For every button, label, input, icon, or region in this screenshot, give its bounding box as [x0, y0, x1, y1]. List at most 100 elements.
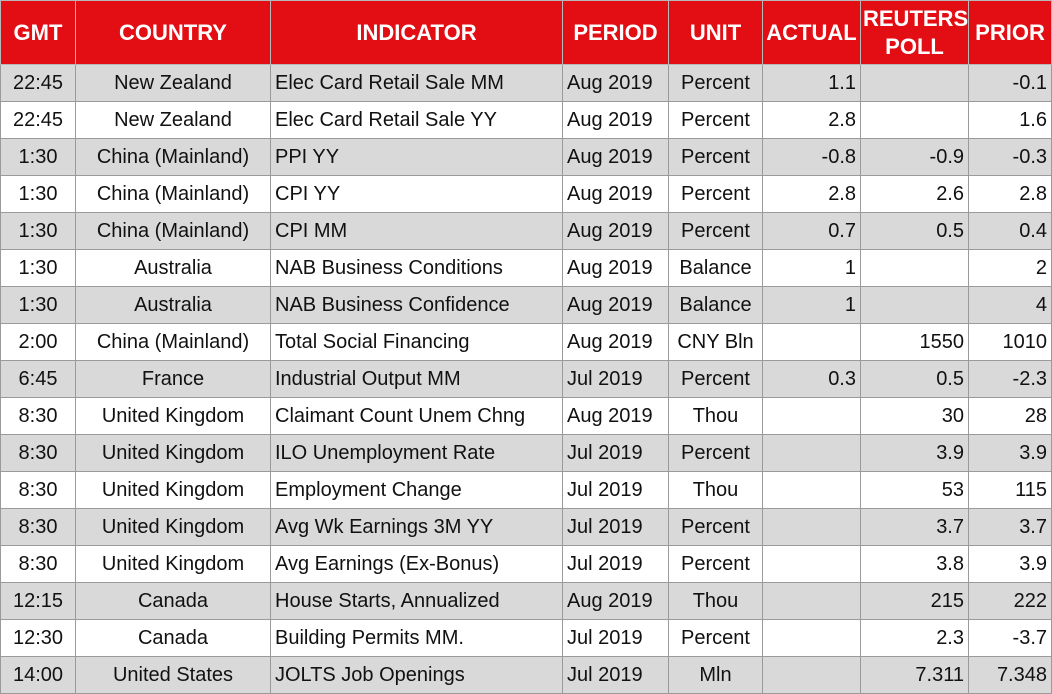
cell-gmt: 8:30: [0, 471, 76, 509]
cell-prior: 3.9: [968, 545, 1052, 583]
cell-gmt: 14:00: [0, 656, 76, 694]
cell-period: Aug 2019: [562, 175, 669, 213]
cell-unit: Thou: [668, 397, 763, 435]
cell-actual: [762, 619, 861, 657]
cell-prior: 4: [968, 286, 1052, 324]
cell-indicator: Employment Change: [270, 471, 563, 509]
table-row: 8:30 United Kingdom Avg Wk Earnings 3M YY J…: [0, 508, 1052, 546]
cell-unit: Percent: [668, 64, 763, 102]
cell-actual: [762, 508, 861, 546]
table-row: 2:00 China (Mainland) Total Social Financi…: [0, 323, 1052, 361]
cell-prior: 115: [968, 471, 1052, 509]
cell-prior: 0.4: [968, 212, 1052, 250]
header-period: PERIOD: [562, 0, 669, 65]
table-row: 1:30 China (Mainland) CPI YY Aug 2019 Percen…: [0, 175, 1052, 213]
cell-gmt: 8:30: [0, 434, 76, 472]
cell-indicator: Building Permits MM.: [270, 619, 563, 657]
cell-prior: -0.1: [968, 64, 1052, 102]
table-row: 6:45 France Industrial Output MM Jul 2019 Pe…: [0, 360, 1052, 398]
cell-actual: -0.8: [762, 138, 861, 176]
cell-reuters-poll: 7.311: [860, 656, 969, 694]
header-gmt: GMT: [0, 0, 76, 65]
cell-country: Australia: [75, 286, 271, 324]
cell-country: United Kingdom: [75, 397, 271, 435]
table-row: 8:30 United Kingdom Avg Earnings (Ex-Bonus…: [0, 545, 1052, 583]
header-unit: UNIT: [668, 0, 763, 65]
cell-period: Jul 2019: [562, 619, 669, 657]
cell-country: China (Mainland): [75, 175, 271, 213]
cell-country: China (Mainland): [75, 212, 271, 250]
table-header: GMT COUNTRY INDICATOR PERIOD UNIT ACTUAL…: [0, 0, 1052, 65]
cell-gmt: 2:00: [0, 323, 76, 361]
table-row: 8:30 United Kingdom ILO Unemployment Rate J…: [0, 434, 1052, 472]
cell-country: France: [75, 360, 271, 398]
cell-indicator: PPI YY: [270, 138, 563, 176]
cell-country: China (Mainland): [75, 138, 271, 176]
table-row: 22:45 New Zealand Elec Card Retail Sale YY…: [0, 101, 1052, 139]
table-row: 1:30 China (Mainland) PPI YY Aug 2019 Percen…: [0, 138, 1052, 176]
cell-prior: 1.6: [968, 101, 1052, 139]
cell-country: United States: [75, 656, 271, 694]
cell-period: Aug 2019: [562, 323, 669, 361]
cell-country: United Kingdom: [75, 508, 271, 546]
cell-actual: [762, 434, 861, 472]
cell-gmt: 12:15: [0, 582, 76, 620]
header-reuters-poll-line1: REUTERS: [863, 5, 969, 31]
cell-unit: Percent: [668, 619, 763, 657]
cell-indicator: Total Social Financing: [270, 323, 563, 361]
cell-prior: -3.7: [968, 619, 1052, 657]
cell-indicator: Avg Wk Earnings 3M YY: [270, 508, 563, 546]
cell-indicator: Avg Earnings (Ex-Bonus): [270, 545, 563, 583]
cell-period: Aug 2019: [562, 64, 669, 102]
cell-reuters-poll: 30: [860, 397, 969, 435]
cell-gmt: 8:30: [0, 545, 76, 583]
table-row: 8:30 United Kingdom Employment Change Jul 2…: [0, 471, 1052, 509]
cell-period: Aug 2019: [562, 582, 669, 620]
cell-gmt: 8:30: [0, 508, 76, 546]
cell-actual: [762, 582, 861, 620]
table-row: 12:30 Canada Building Permits MM. Jul 2019 P…: [0, 619, 1052, 657]
cell-reuters-poll: 53: [860, 471, 969, 509]
cell-country: United Kingdom: [75, 434, 271, 472]
cell-actual: [762, 397, 861, 435]
cell-prior: 1010: [968, 323, 1052, 361]
cell-reuters-poll: [860, 286, 969, 324]
cell-actual: [762, 656, 861, 694]
cell-unit: Thou: [668, 471, 763, 509]
cell-unit: Percent: [668, 212, 763, 250]
cell-gmt: 12:30: [0, 619, 76, 657]
cell-actual: 1.1: [762, 64, 861, 102]
cell-reuters-poll: -0.9: [860, 138, 969, 176]
cell-unit: Percent: [668, 360, 763, 398]
cell-reuters-poll: 2.6: [860, 175, 969, 213]
cell-period: Aug 2019: [562, 286, 669, 324]
cell-indicator: House Starts, Annualized: [270, 582, 563, 620]
cell-unit: Percent: [668, 101, 763, 139]
cell-indicator: JOLTS Job Openings: [270, 656, 563, 694]
cell-unit: Percent: [668, 545, 763, 583]
cell-prior: -2.3: [968, 360, 1052, 398]
cell-gmt: 22:45: [0, 101, 76, 139]
cell-unit: Percent: [668, 175, 763, 213]
cell-period: Jul 2019: [562, 360, 669, 398]
cell-unit: CNY Bln: [668, 323, 763, 361]
cell-reuters-poll: 3.9: [860, 434, 969, 472]
cell-indicator: ILO Unemployment Rate: [270, 434, 563, 472]
header-actual: ACTUAL: [762, 0, 861, 65]
cell-country: New Zealand: [75, 64, 271, 102]
cell-period: Aug 2019: [562, 249, 669, 287]
cell-reuters-poll: 0.5: [860, 360, 969, 398]
cell-period: Aug 2019: [562, 138, 669, 176]
cell-reuters-poll: 3.7: [860, 508, 969, 546]
cell-gmt: 6:45: [0, 360, 76, 398]
cell-period: Aug 2019: [562, 212, 669, 250]
table-row: 8:30 United Kingdom Claimant Count Unem Ch…: [0, 397, 1052, 435]
table-row: 1:30 Australia NAB Business Confidence Aug …: [0, 286, 1052, 324]
cell-gmt: 1:30: [0, 212, 76, 250]
cell-period: Jul 2019: [562, 471, 669, 509]
cell-period: Jul 2019: [562, 434, 669, 472]
header-indicator: INDICATOR: [270, 0, 563, 65]
cell-country: Canada: [75, 582, 271, 620]
header-reuters-poll: REUTERS POLL: [860, 0, 969, 65]
cell-gmt: 1:30: [0, 175, 76, 213]
